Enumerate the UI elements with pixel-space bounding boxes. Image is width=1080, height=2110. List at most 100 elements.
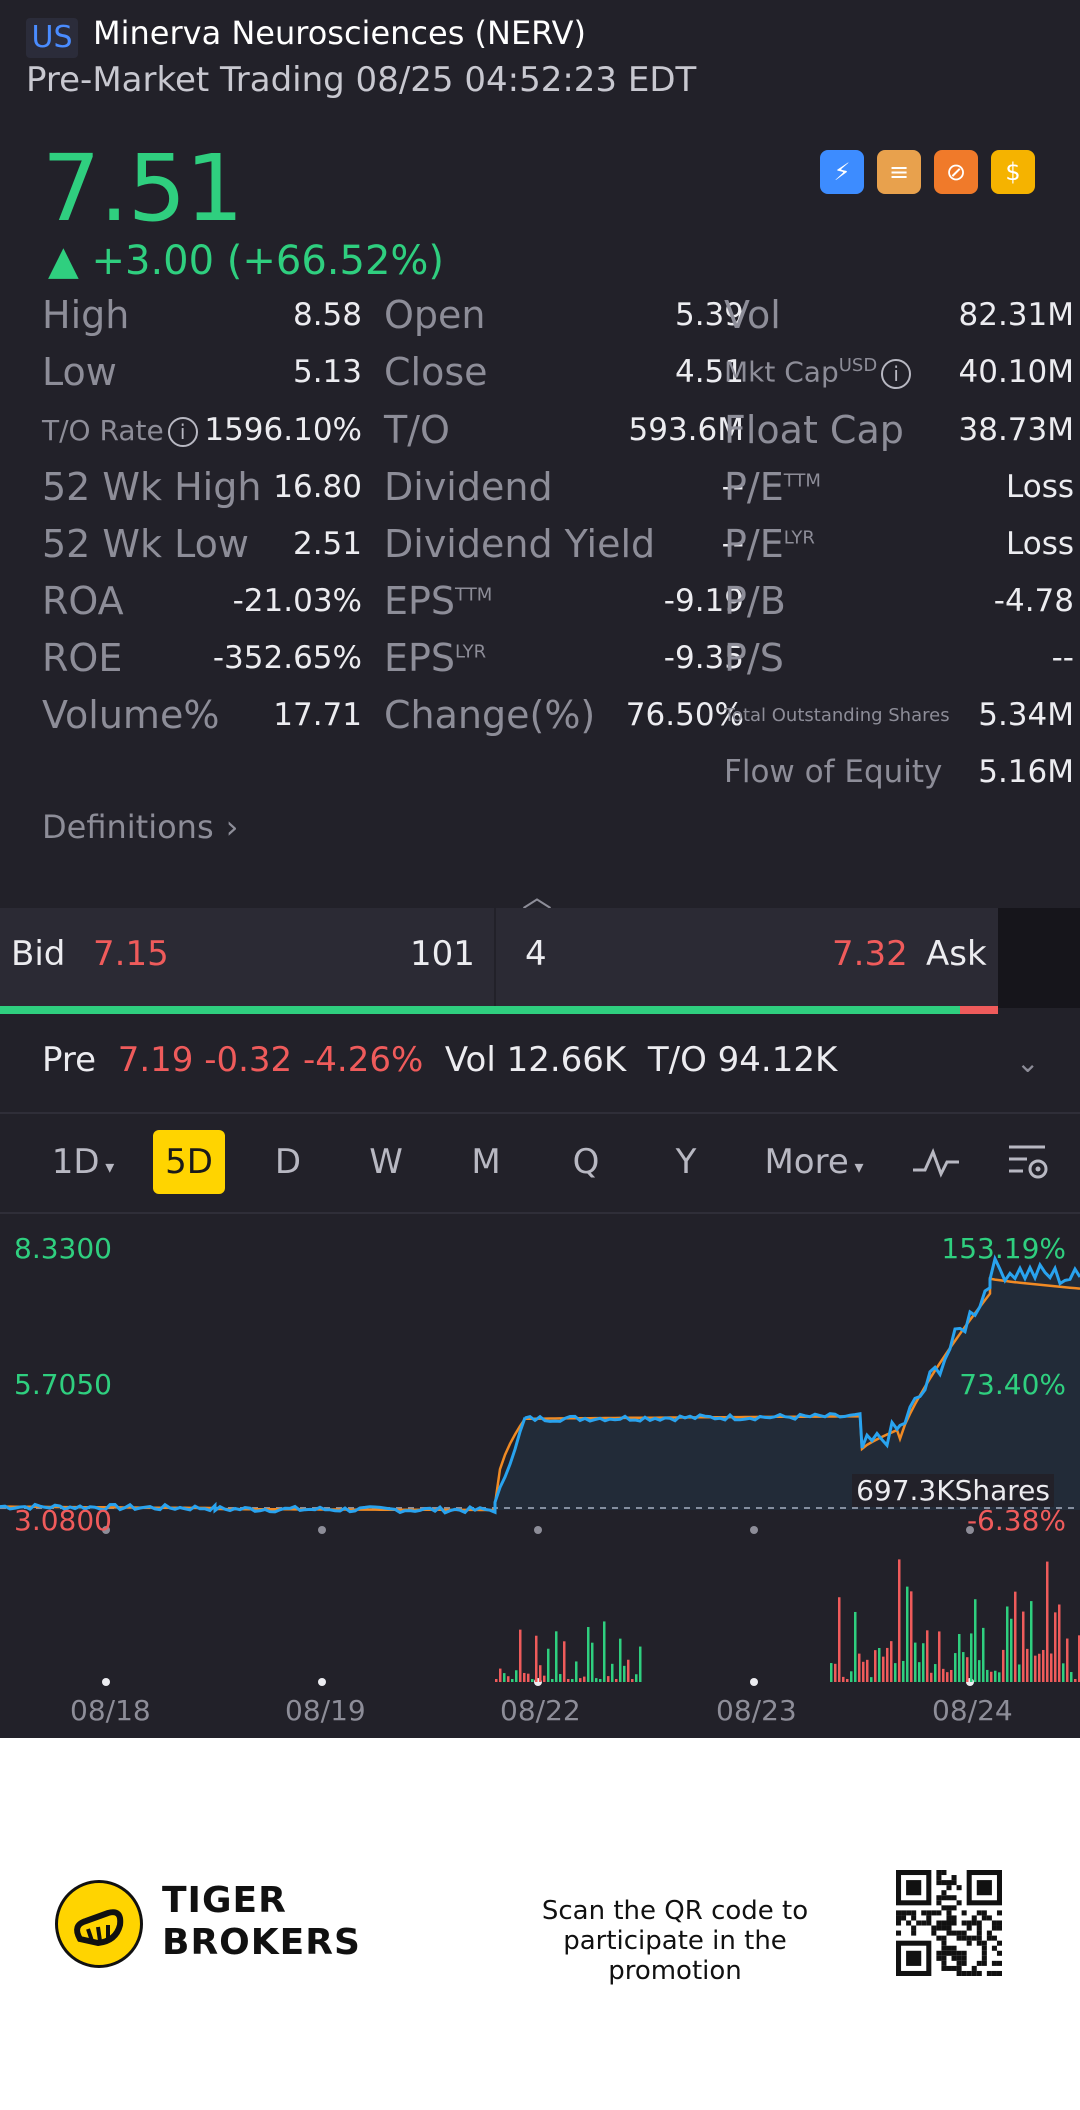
qr-module <box>986 1915 992 1921</box>
stat-label: ROA <box>42 579 124 623</box>
volume-bar <box>1006 1606 1009 1682</box>
qr-module <box>946 1945 952 1951</box>
chevron-down-icon[interactable]: ⌄ <box>1016 1046 1040 1079</box>
stat-52wk-high: 16.80 <box>273 469 362 505</box>
volume-bar <box>990 1671 993 1682</box>
qr-module <box>976 1960 982 1966</box>
quote-screen <box>0 0 1080 1738</box>
last-price: 7.51 <box>42 135 244 242</box>
tab-label: 1D <box>51 1142 100 1182</box>
qr-module <box>956 1900 962 1906</box>
qr-module <box>966 1920 972 1926</box>
info-icon[interactable]: i <box>881 358 912 389</box>
qr-code[interactable] <box>896 1870 1002 1976</box>
qr-module <box>966 1940 972 1946</box>
volume-bar <box>998 1672 1001 1682</box>
volume-bar <box>954 1653 957 1682</box>
qr-module <box>981 1955 987 1961</box>
volume-bar <box>862 1661 865 1682</box>
volume-bar <box>1014 1591 1017 1682</box>
qr-module <box>946 1880 952 1886</box>
tab-5d[interactable]: 5D <box>153 1130 225 1194</box>
promo-text: Scan the QR code to participate in the p… <box>500 1896 850 1986</box>
volume-bar <box>1078 1635 1080 1682</box>
layers-a-icon[interactable]: ≡ <box>877 150 921 194</box>
tab-w[interactable]: W <box>356 1130 416 1194</box>
qr-module <box>946 1915 952 1921</box>
qr-module <box>966 1925 972 1931</box>
qr-module <box>956 1935 962 1941</box>
volume-bar <box>938 1631 941 1682</box>
day-marker <box>534 1526 542 1534</box>
stat-label: P/S <box>724 636 784 680</box>
volume-bar <box>523 1672 526 1682</box>
qr-module <box>911 1925 917 1931</box>
qr-module <box>996 1910 1002 1916</box>
stats-row: 52 Wk Low 2.51 Dividend Yield -- P/ELYR Los… <box>42 519 1074 569</box>
pre-price: 7.19 <box>117 1040 194 1080</box>
volume-bar <box>982 1627 985 1682</box>
tab-more[interactable]: More ▾ <box>764 1142 864 1182</box>
info-icon[interactable]: i <box>167 416 198 447</box>
volume-bar <box>519 1629 522 1682</box>
qr-module <box>966 1935 972 1941</box>
qr-module <box>936 1900 942 1906</box>
intraday-chart[interactable]: 8.3300 5.7050 3.0800 153.19% 73.40% -6.3… <box>0 1212 1080 1738</box>
chart-settings-icon[interactable] <box>1000 1130 1056 1194</box>
volume-bar <box>914 1642 917 1682</box>
volume-bar <box>898 1559 901 1682</box>
x-label: 08/19 <box>285 1694 366 1727</box>
qr-module <box>961 1970 967 1976</box>
volume-bar <box>930 1672 933 1682</box>
volume-bar <box>579 1678 582 1682</box>
volume-bar <box>619 1638 622 1682</box>
volume-bar <box>926 1630 929 1682</box>
divider <box>0 1112 1080 1114</box>
bid-ask-bar[interactable]: Bid 7.15 101 4 7.32 Ask <box>0 908 1080 1008</box>
tab-label: 5D <box>165 1142 213 1182</box>
pre-market-line[interactable]: Pre 7.19 -0.32 -4.26% Vol 12.66K T/O 94.… <box>42 1040 837 1080</box>
qr-module <box>941 1925 947 1931</box>
volume-bar <box>1002 1649 1005 1682</box>
bid-strength-bar <box>0 1006 960 1014</box>
to-rate-label: T/O Rate <box>42 413 164 447</box>
tab-m[interactable]: M <box>456 1130 516 1194</box>
dollar-icon[interactable]: $ <box>991 150 1035 194</box>
lightning-1-icon[interactable]: ⚡ <box>820 150 864 194</box>
stat-div-yield: -- <box>721 526 744 562</box>
definitions-link[interactable]: Definitions › <box>42 808 238 846</box>
tab-d[interactable]: D <box>258 1130 318 1194</box>
stat-label: EPSTTM <box>384 579 492 623</box>
qr-module <box>971 1935 977 1941</box>
volume-bar <box>587 1627 590 1682</box>
tab-1d[interactable]: 1D ▾ <box>51 1142 115 1182</box>
eps-lyr-sup: LYR <box>455 641 487 663</box>
qr-module <box>941 1940 947 1946</box>
qr-module <box>936 1925 942 1931</box>
chart-swap-icon[interactable]: ⊘ <box>934 150 978 194</box>
qr-module <box>956 1930 962 1936</box>
stats-row: ROE -352.65% EPSLYR -9.35 P/S -- <box>42 633 1074 683</box>
qr-module <box>951 1905 957 1911</box>
divider <box>0 1212 1080 1214</box>
stat-label: Flow of Equity <box>724 754 943 790</box>
volume-bar <box>635 1674 638 1682</box>
stat-roe: -352.65% <box>212 640 362 676</box>
tab-q[interactable]: Q <box>556 1130 616 1194</box>
stat-label: Dividend <box>384 465 553 509</box>
stat-ps: -- <box>1051 640 1074 676</box>
ask-label: Ask <box>926 934 987 974</box>
tab-y[interactable]: Y <box>656 1130 716 1194</box>
stats-row: Low 5.13 Close 4.51 Mkt CapUSD i 40.10M <box>42 347 1074 397</box>
indicator-icon[interactable] <box>908 1130 964 1194</box>
volume-bar <box>986 1669 989 1682</box>
volume-bar <box>974 1599 977 1682</box>
stat-roa: -21.03% <box>232 583 362 619</box>
volume-bar <box>535 1635 538 1682</box>
qr-module <box>951 1945 957 1951</box>
stat-label: Low <box>42 350 117 394</box>
qr-module <box>951 1930 957 1936</box>
bid-ask-edge <box>998 908 1080 1008</box>
volume-bar <box>603 1621 606 1682</box>
volume-bar <box>539 1665 542 1682</box>
